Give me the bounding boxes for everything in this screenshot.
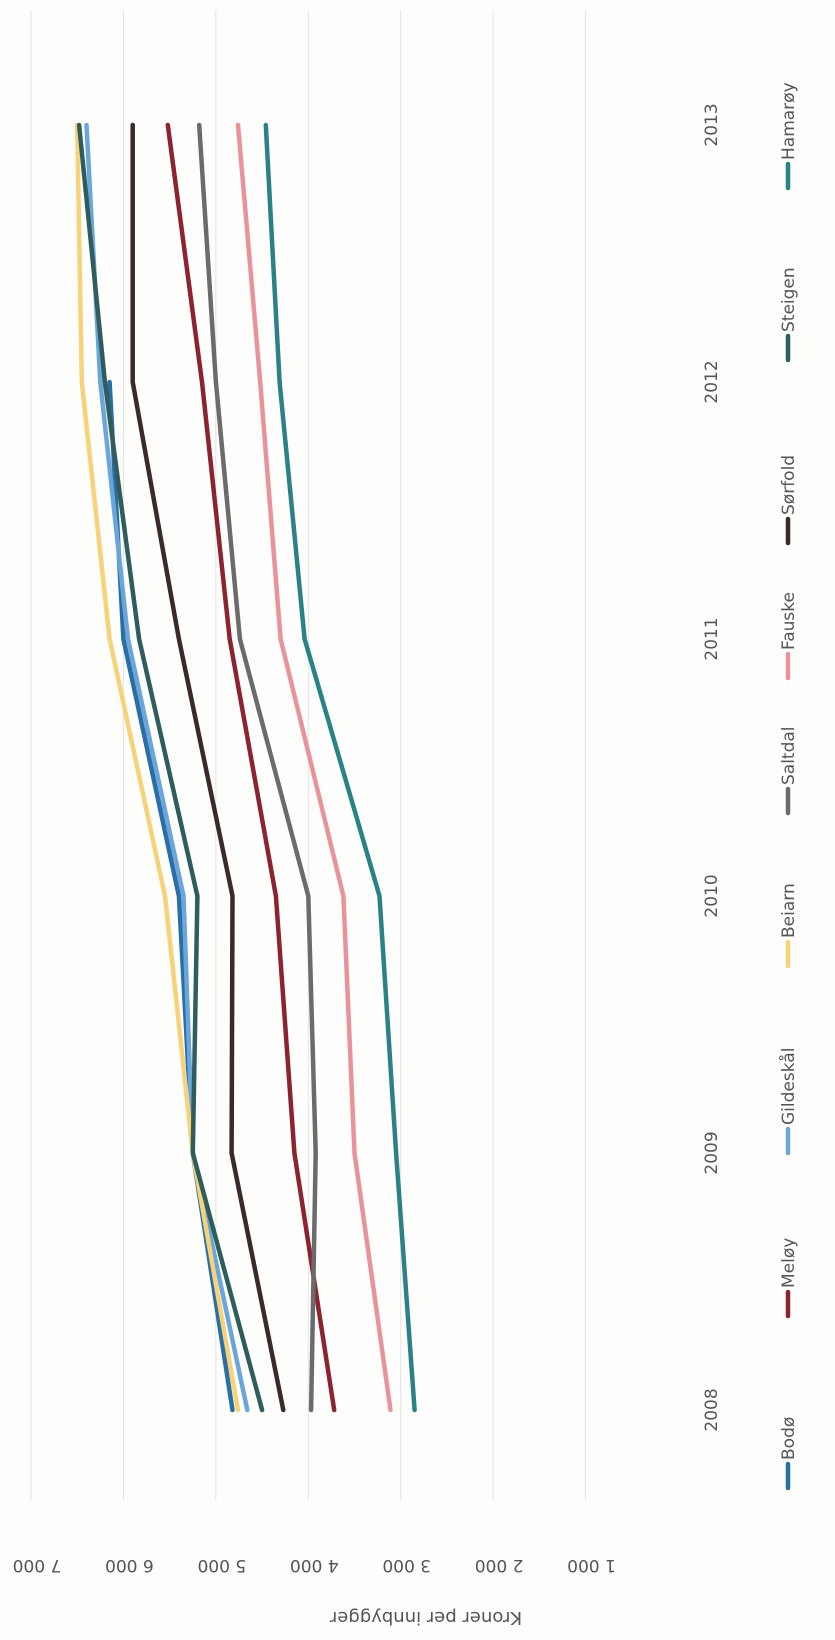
legend-label: Gildeskål bbox=[778, 1048, 799, 1125]
series-line bbox=[76, 122, 265, 1413]
series-line bbox=[74, 122, 241, 1413]
series-lines bbox=[74, 122, 417, 1413]
legend-label: Fauske bbox=[779, 592, 799, 650]
legend-label: Saltdal bbox=[779, 726, 799, 785]
legend-label: Hamarøy bbox=[779, 82, 799, 160]
y-tick-label: 2 000 bbox=[475, 1555, 524, 1575]
x-tick-label: 2008 bbox=[702, 1388, 722, 1431]
y-tick-label: 5 000 bbox=[198, 1555, 247, 1575]
y-tick-label: 3 000 bbox=[382, 1555, 431, 1575]
series-line bbox=[165, 122, 337, 1413]
x-axis-ticks: 2008 2009 2010 2011 2012 2013 bbox=[702, 103, 722, 1431]
legend-label: Sørfold bbox=[779, 455, 799, 515]
gridlines bbox=[30, 10, 587, 1500]
legend: Bodø Meløy Gildeskål Beiarn Saltdal Fauske Sør… bbox=[778, 82, 799, 1491]
series-line bbox=[235, 122, 393, 1413]
legend-label: Meløy bbox=[779, 1238, 799, 1288]
y-tick-label: 6 000 bbox=[105, 1555, 154, 1575]
y-axis-label: Kroner per innbygger bbox=[329, 1607, 522, 1628]
legend-label: Steigen bbox=[779, 267, 799, 332]
x-tick-label: 2011 bbox=[702, 617, 722, 660]
series-line bbox=[196, 122, 318, 1413]
y-tick-label: 4 000 bbox=[290, 1555, 339, 1575]
x-tick-label: 2009 bbox=[702, 1131, 722, 1174]
legend-label: Bodø bbox=[779, 1417, 799, 1460]
y-tick-label: 1 000 bbox=[567, 1555, 616, 1575]
x-tick-label: 2012 bbox=[702, 360, 722, 403]
series-line bbox=[263, 122, 417, 1413]
legend-label: Beiarn bbox=[779, 883, 799, 938]
series-line bbox=[130, 122, 286, 1413]
y-axis-ticks: 1 000 2 000 3 000 4 000 5 000 6 000 7 000 bbox=[13, 1555, 616, 1575]
y-tick-label: 7 000 bbox=[13, 1555, 62, 1575]
x-tick-label: 2013 bbox=[702, 103, 722, 146]
x-tick-label: 2010 bbox=[702, 874, 722, 917]
